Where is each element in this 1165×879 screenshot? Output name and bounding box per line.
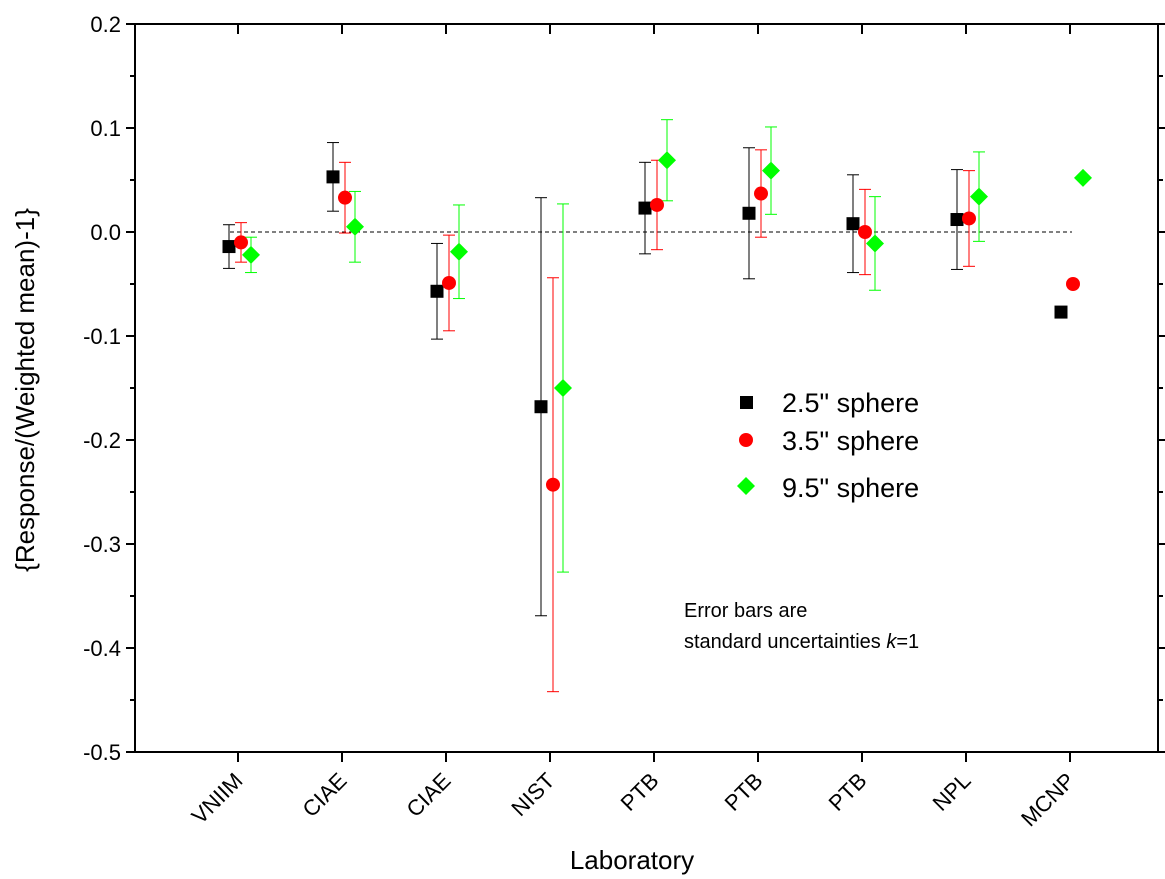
x-tick-label: PTB bbox=[616, 768, 664, 816]
x-tick-label: PTB bbox=[720, 768, 768, 816]
legend: 2.5" sphere 3.5" sphere 9.5" sphere bbox=[737, 388, 919, 503]
data-point-diamond bbox=[658, 151, 676, 170]
data-point-diamond bbox=[554, 379, 572, 397]
legend-marker-2.5-sphere bbox=[740, 396, 753, 409]
x-tick-label: VNIIM bbox=[187, 768, 248, 829]
y-tick-label: 0.0 bbox=[90, 220, 121, 245]
x-tick-label: MCNP bbox=[1016, 768, 1079, 831]
data-point-circle bbox=[234, 235, 248, 250]
x-axis-title: Laboratory bbox=[570, 845, 694, 875]
annotation-prefix: standard uncertainties bbox=[684, 631, 886, 653]
y-tick-label: 0.1 bbox=[90, 116, 121, 141]
y-tick-label: -0.2 bbox=[83, 428, 121, 453]
data-point-square bbox=[950, 213, 964, 227]
data-point-square bbox=[222, 240, 236, 254]
y-tick-label: 0.2 bbox=[90, 12, 121, 37]
data-point-diamond bbox=[762, 161, 780, 180]
x-tick-label: CIAE bbox=[298, 768, 352, 822]
legend-label-3.5-sphere: 3.5" sphere bbox=[782, 426, 919, 456]
plot-area bbox=[222, 119, 1092, 693]
data-point-circle bbox=[442, 275, 456, 290]
annotation-suffix: =1 bbox=[896, 631, 919, 653]
annotation-line-1: Error bars are bbox=[684, 600, 807, 622]
data-point-square bbox=[846, 217, 860, 231]
x-tick-label: NPL bbox=[928, 768, 976, 816]
y-axis-title: {Response/(Weighted mean)-1} bbox=[10, 208, 40, 572]
legend-label-9.5-sphere: 9.5" sphere bbox=[782, 473, 919, 503]
axes-frame bbox=[134, 23, 1159, 753]
data-point-diamond bbox=[1074, 168, 1092, 187]
x-tick-label: PTB bbox=[824, 768, 872, 816]
data-point-square bbox=[326, 170, 340, 184]
data-point-circle bbox=[754, 186, 768, 201]
data-point-diamond bbox=[450, 242, 468, 261]
data-point-circle bbox=[650, 197, 664, 212]
data-point-square bbox=[742, 206, 756, 220]
annotation-line-2: standard uncertainties k=1 bbox=[684, 631, 919, 653]
data-point-circle bbox=[338, 190, 352, 205]
data-point-square bbox=[534, 400, 548, 414]
y-tick-label: -0.3 bbox=[83, 532, 121, 557]
legend-marker-3.5-sphere bbox=[739, 433, 753, 447]
data-point-square bbox=[638, 201, 652, 215]
data-point-diamond bbox=[970, 187, 988, 206]
y-tick-label: -0.1 bbox=[83, 324, 121, 349]
data-point-circle bbox=[546, 477, 560, 492]
x-tick-label: CIAE bbox=[402, 768, 456, 822]
y-tick-label: -0.5 bbox=[83, 740, 121, 765]
annotation-k: k bbox=[886, 631, 897, 653]
data-point-circle bbox=[1066, 277, 1080, 291]
axis-ticks bbox=[126, 23, 1165, 762]
y-tick-label: -0.4 bbox=[83, 636, 121, 661]
x-tick-labels: VNIIM CIAE CIAE NIST PTB PTB PTB NPL MCNP bbox=[187, 768, 1080, 831]
legend-label-2.5-sphere: 2.5" sphere bbox=[782, 388, 919, 418]
y-tick-labels: -0.5 -0.4 -0.3 -0.2 -0.1 0.0 0.1 0.2 bbox=[83, 12, 121, 765]
data-point-circle bbox=[858, 225, 872, 239]
data-point-square bbox=[1054, 305, 1068, 319]
data-point-circle bbox=[962, 211, 976, 226]
data-point-diamond bbox=[866, 234, 884, 253]
legend-marker-9.5-sphere bbox=[737, 477, 755, 495]
data-point-diamond bbox=[346, 217, 364, 236]
x-tick-label: NIST bbox=[506, 768, 559, 821]
data-point-square bbox=[430, 284, 444, 298]
data-point-diamond bbox=[242, 245, 260, 264]
